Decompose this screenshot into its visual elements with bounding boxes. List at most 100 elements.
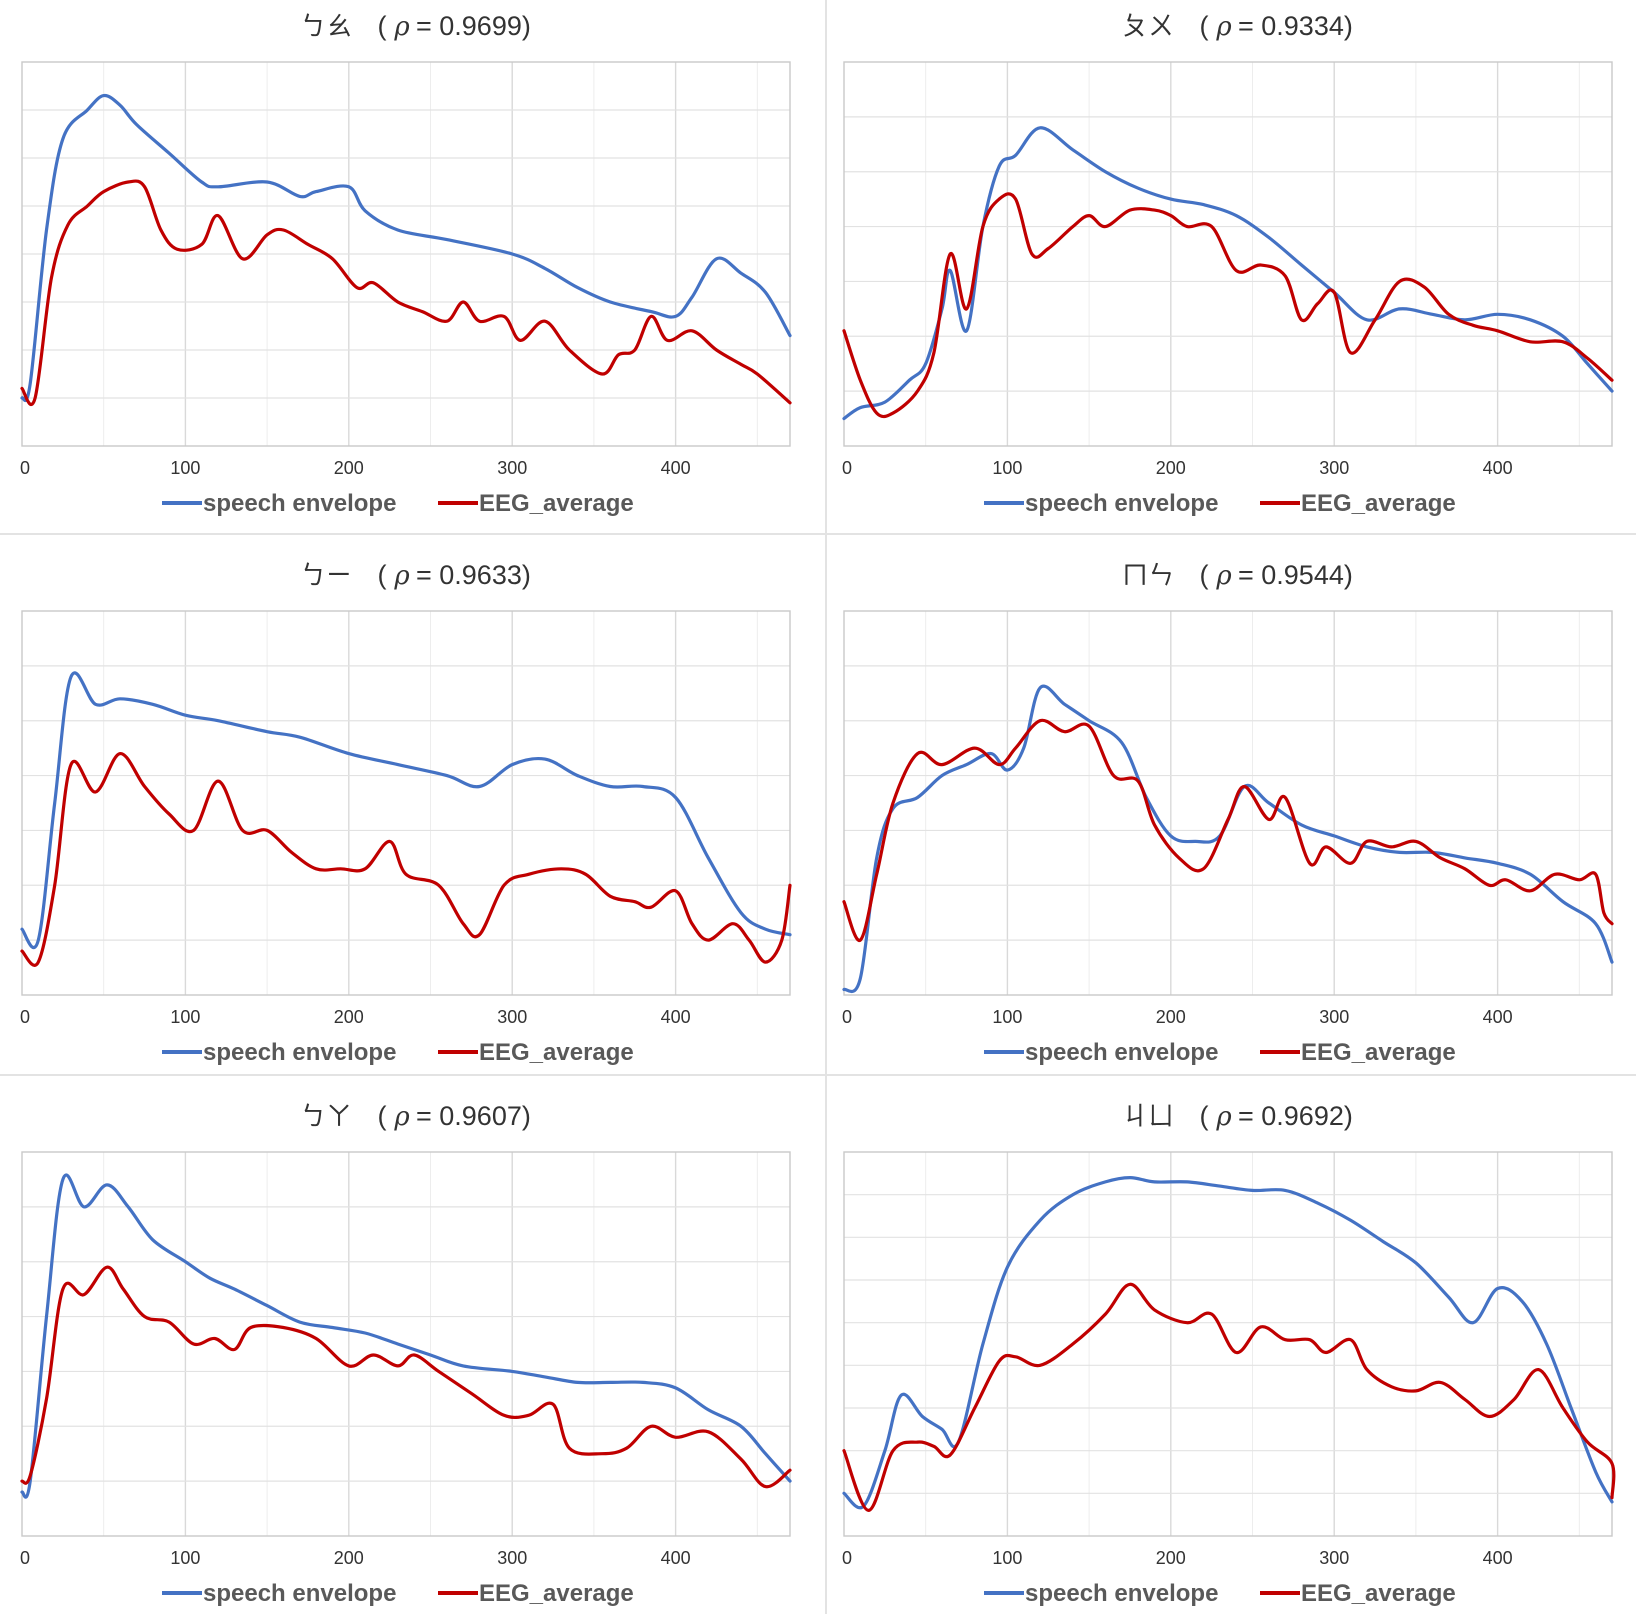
chart-title: ㄅㄠ [300,12,352,42]
chart-title: ㄆㄨ [1122,12,1174,42]
x-tick-label-100: 100 [170,1548,200,1568]
legend-label-eeg-average: EEG_average [479,490,634,517]
title-open-paren: ( [1200,560,1209,590]
x-tick-label-200: 200 [1156,1548,1186,1568]
chart-panel-1: ㄅㄠ (ρ = 0.9699) 0 100 200 300 400 speech envelop… [20,11,792,517]
x-tick-label-100: 100 [992,458,1022,478]
x-tick-label-400: 400 [1483,1007,1513,1027]
x-tick-label-200: 200 [334,1548,364,1568]
x-tick-label-200: 200 [334,1007,364,1027]
x-tick-label-0: 0 [842,1007,852,1027]
chart-panel-3: ㄅㄧ (ρ = 0.9633) 0 100 200 300 400 speech envelop… [20,560,792,1066]
grid-lines [22,1152,790,1536]
legend: speech envelope EEG_average [162,1580,634,1607]
legend: speech envelope EEG_average [162,490,634,517]
grid-lines [844,611,1612,995]
title-open-paren: ( [378,1101,387,1131]
grid-lines [22,611,790,995]
title-rho-value: = 0.9334) [1238,11,1353,41]
series-line-speech-envelope [20,1173,792,1499]
series-line-eeg-average [20,1265,792,1489]
legend-label-speech-envelope: speech envelope [1025,490,1218,517]
x-tick-label-300: 300 [1319,1548,1349,1568]
legend: speech envelope EEG_average [984,1039,1456,1066]
chart-title: ㄅㄧ [300,561,352,591]
chart-panel-5: ㄅㄚ (ρ = 0.9607) 0 100 200 300 400 speech envelop… [20,1101,792,1607]
plot-area [22,611,790,995]
plot-area [22,1152,790,1536]
plot-border [843,610,1613,996]
title-open-paren: ( [378,11,387,41]
x-tick-label-0: 0 [20,1548,30,1568]
x-tick-label-300: 300 [497,1007,527,1027]
x-tick-label-0: 0 [842,1548,852,1568]
grid-lines [844,1152,1612,1536]
legend-label-eeg-average: EEG_average [479,1039,634,1066]
title-rho-symbol: ρ [393,561,410,591]
x-tick-label-100: 100 [170,458,200,478]
x-tick-label-300: 300 [497,458,527,478]
legend-label-eeg-average: EEG_average [479,1580,634,1607]
legend-label-speech-envelope: speech envelope [203,490,396,517]
chart-title: ㄇㄣ [1122,561,1174,591]
title-open-paren: ( [378,560,387,590]
title-rho-symbol: ρ [393,1102,410,1132]
title-open-paren: ( [1200,1101,1209,1131]
x-tick-label-100: 100 [992,1548,1022,1568]
title-rho-value: = 0.9633) [416,560,531,590]
plot-area [844,611,1612,995]
title-rho-value: = 0.9544) [1238,560,1353,590]
legend-label-speech-envelope: speech envelope [203,1580,396,1607]
chart-title: ㄅㄚ [300,1102,352,1132]
x-tick-label-300: 300 [497,1548,527,1568]
grid-lines [22,62,790,446]
x-tick-label-0: 0 [20,1007,30,1027]
plot-border [21,1151,791,1537]
legend-label-speech-envelope: speech envelope [1025,1580,1218,1607]
x-tick-label-400: 400 [1483,1548,1513,1568]
series-line-speech-envelope [842,684,1614,994]
series-line-eeg-average [842,718,1614,942]
legend: speech envelope EEG_average [984,490,1456,517]
x-tick-label-300: 300 [1319,458,1349,478]
x-tick-label-300: 300 [1319,1007,1349,1027]
x-tick-label-400: 400 [1483,458,1513,478]
title-rho-symbol: ρ [1215,1102,1232,1132]
plot-border [21,610,791,996]
title-rho-symbol: ρ [1215,12,1232,42]
legend-label-eeg-average: EEG_average [1301,1039,1456,1066]
title-rho-value: = 0.9607) [416,1101,531,1131]
x-tick-label-0: 0 [842,458,852,478]
series-line-speech-envelope [842,1176,1614,1510]
chart-panel-4: ㄇㄣ (ρ = 0.9544) 0 100 200 300 400 speech envelop… [842,560,1614,1066]
plot-border [843,61,1613,447]
series-line-speech-envelope [20,93,792,403]
x-tick-label-200: 200 [1156,458,1186,478]
legend-label-eeg-average: EEG_average [1301,1580,1456,1607]
legend: speech envelope EEG_average [162,1039,634,1066]
legend-label-speech-envelope: speech envelope [203,1039,396,1066]
plot-border [21,61,791,447]
title-rho-value: = 0.9692) [1238,1101,1353,1131]
series-line-eeg-average [20,179,792,407]
grid-lines [844,62,1612,446]
series-line-eeg-average [842,192,1614,419]
x-tick-label-100: 100 [170,1007,200,1027]
x-tick-label-400: 400 [661,458,691,478]
title-rho-symbol: ρ [393,12,410,42]
title-rho-value: = 0.9699) [416,11,531,41]
series-line-speech-envelope [20,671,792,950]
legend-label-eeg-average: EEG_average [1301,490,1456,517]
legend: speech envelope EEG_average [984,1580,1456,1607]
x-tick-label-200: 200 [334,458,364,478]
plot-border [843,1151,1613,1537]
chart-title: ㄐㄩ [1122,1102,1174,1132]
x-tick-label-100: 100 [992,1007,1022,1027]
series-line-eeg-average [20,752,792,967]
title-rho-symbol: ρ [1215,561,1232,591]
chart-panel-6: ㄐㄩ (ρ = 0.9692) 0 100 200 300 400 speech envelop… [842,1101,1616,1607]
x-tick-label-400: 400 [661,1548,691,1568]
legend-label-speech-envelope: speech envelope [1025,1039,1218,1066]
